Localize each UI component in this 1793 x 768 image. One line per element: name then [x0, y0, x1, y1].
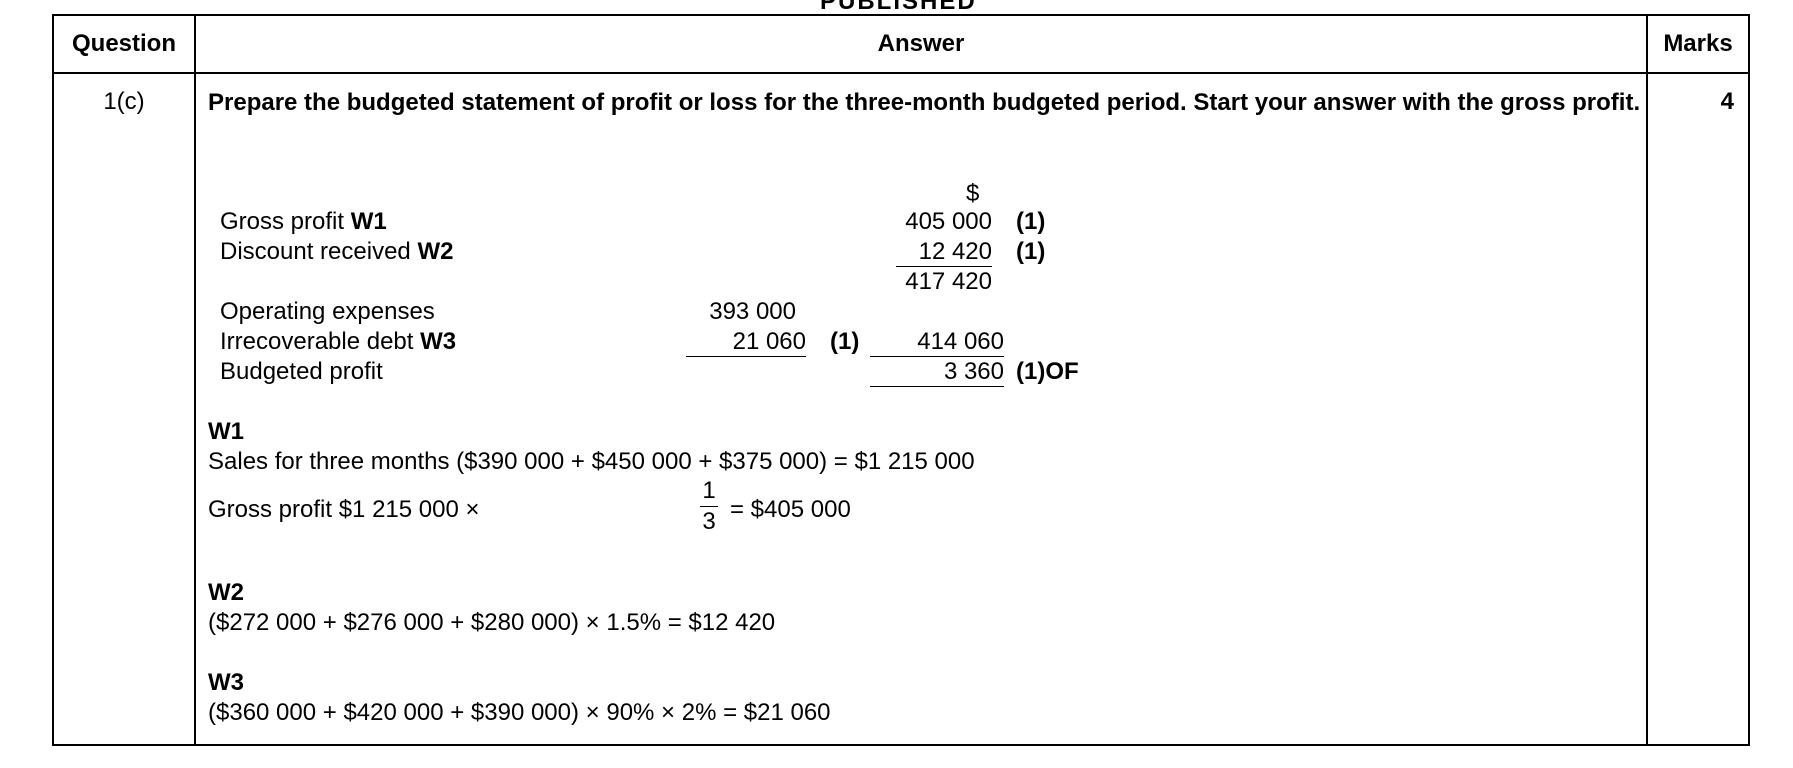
question-ref: 1(c) — [52, 72, 196, 746]
operating-expenses-amount: 393 000 — [709, 298, 796, 325]
question-prompt: Prepare the budgeted statement of profit… — [208, 89, 1641, 116]
irrecoverable-debt-amount: 21 060 — [686, 328, 806, 357]
w2-title: W2 — [208, 579, 244, 606]
answer-cell: Prepare the budgeted statement of profit… — [194, 72, 1648, 746]
question-row: 1(c) Prepare the budgeted statement of p… — [52, 72, 1750, 746]
operating-expenses-label: Operating expenses — [220, 298, 435, 325]
discount-received-label: Discount received W2 — [220, 238, 454, 265]
fraction-bar — [700, 506, 718, 507]
gross-profit-ref: W1 — [350, 208, 387, 235]
gross-profit-total: 405 000 — [905, 208, 992, 235]
discount-received-ref: W2 — [417, 238, 454, 265]
mark-scheme-table: Question Answer Marks 1(c) Prepare the b… — [52, 14, 1750, 746]
discount-received-mark: (1) — [1016, 238, 1046, 265]
w1-sales-line: Sales for three months ($390 000 + $450 … — [208, 448, 975, 475]
budgeted-profit-label: Budgeted profit — [220, 358, 383, 385]
expenses-total: 414 060 — [870, 328, 1004, 357]
fraction-denominator: 3 — [702, 508, 716, 535]
subtotal: 417 420 — [905, 268, 992, 295]
w3-line: ($360 000 + $420 000 + $390 000) × 90% ×… — [208, 699, 831, 726]
irrecoverable-debt-label: Irrecoverable debt W3 — [220, 328, 457, 355]
irrecoverable-debt-mark: (1) — [830, 328, 860, 355]
marks-value: 4 — [1646, 72, 1750, 746]
discount-received-total: 12 420 — [896, 238, 992, 267]
budgeted-profit-total: 3 360 — [870, 358, 1004, 387]
header-row: Question Answer Marks — [52, 14, 1750, 74]
w1-title: W1 — [208, 418, 244, 445]
question-header: Question — [52, 14, 196, 74]
gross-profit-label: Gross profit W1 — [220, 208, 387, 235]
irrecoverable-debt-ref: W3 — [420, 328, 457, 355]
budgeted-profit-mark: (1)OF — [1016, 358, 1079, 385]
w1-gross-profit-post: = $405 000 — [730, 496, 851, 523]
fraction-numerator: 1 — [702, 477, 716, 504]
page-header-label: PUBLISHED — [820, 0, 977, 15]
w1-fraction: 1 3 — [698, 478, 720, 535]
w3-title: W3 — [208, 669, 244, 696]
w2-line: ($272 000 + $276 000 + $280 000) × 1.5% … — [208, 609, 776, 636]
currency-symbol: $ — [966, 180, 980, 207]
answer-header: Answer — [194, 14, 1648, 74]
gross-profit-mark: (1) — [1016, 208, 1046, 235]
w1-gross-profit-pre: Gross profit $1 215 000 × — [208, 496, 480, 523]
marks-header: Marks — [1646, 14, 1750, 74]
